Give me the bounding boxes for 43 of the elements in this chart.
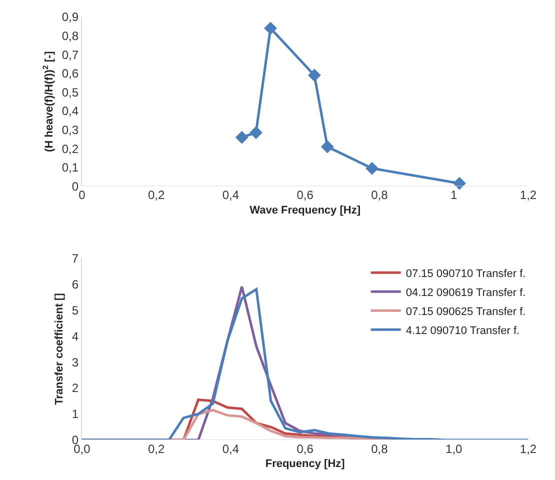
- y-tick-label: 0,2: [62, 142, 79, 156]
- x-tick-label: 0,2: [148, 442, 165, 456]
- point: [308, 68, 321, 82]
- point: [366, 162, 379, 175]
- y-tick-label: 0,5: [62, 85, 79, 100]
- x-tick-label: 1,2: [520, 188, 537, 202]
- legend-label: 07.15 090710 Transfer f.: [406, 268, 526, 280]
- y-tick-label: 0,3: [62, 123, 79, 137]
- y-tick-label: 0,6: [62, 66, 79, 81]
- x-tick-label: 0,4: [222, 188, 240, 202]
- x-tick-label: 0,6: [296, 442, 314, 456]
- point: [249, 126, 262, 140]
- y-axis-title: Transfer coefficient []: [53, 292, 66, 405]
- y-tick-label: 0,9: [62, 10, 79, 24]
- x-axis-title: Frequency [Hz]: [265, 458, 346, 470]
- y-tick-label: 0,7: [62, 48, 79, 62]
- y-tick-label: 1: [72, 407, 79, 422]
- x-tick-label: 1,0: [446, 442, 463, 456]
- x-tick-label: 1: [450, 188, 458, 202]
- x-tick-label: 0,8: [371, 188, 388, 202]
- x-tick-label: 1,2: [520, 442, 537, 456]
- x-tick-label: 0,4: [222, 442, 240, 456]
- point: [264, 22, 277, 35]
- y-tick-label: 4: [72, 329, 79, 344]
- y-tick-label: 0,8: [62, 29, 79, 43]
- legend-label: 04.12 090619 Transfer f.: [406, 286, 526, 299]
- y-tick-label: 5: [72, 303, 79, 318]
- y-tick-label: 6: [72, 277, 79, 292]
- x-tick-label: 0,2: [148, 188, 165, 202]
- point: [235, 130, 248, 144]
- point: [452, 176, 466, 190]
- y-tick-label: 3: [72, 355, 79, 370]
- y-tick-label: 0: [72, 179, 79, 194]
- y-tick-label: 0,1: [62, 160, 79, 175]
- x-tick-label: 0,6: [296, 188, 314, 202]
- legend-label: 4.12 090710 Transfer f.: [406, 324, 520, 337]
- y-tick-label: 2: [72, 381, 79, 396]
- legend-label: 07.15 090625 Transfer f.: [406, 306, 526, 318]
- x-tick-label: 0,8: [371, 442, 388, 456]
- x-axis-title: Wave Frequency [Hz]: [250, 204, 361, 216]
- y-tick-label: 0,4: [62, 104, 79, 118]
- y-tick-label: 7: [72, 251, 79, 266]
- point: [320, 140, 334, 154]
